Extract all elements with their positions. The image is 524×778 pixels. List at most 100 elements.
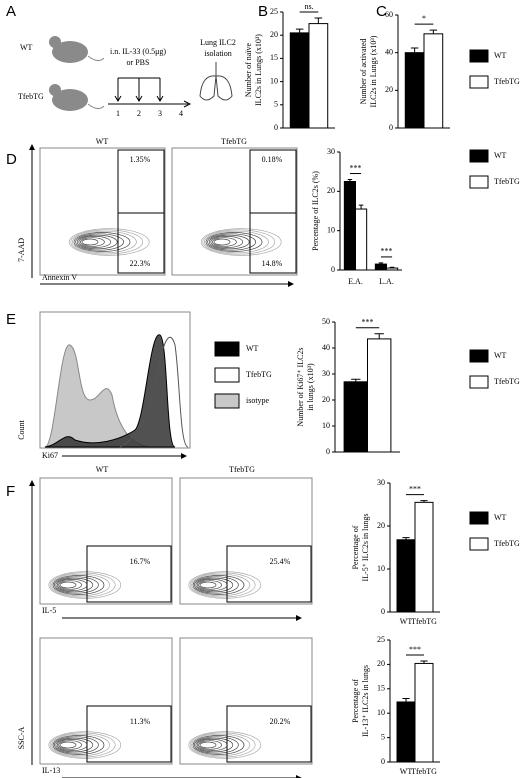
x-tick-label: TfebTG [411, 617, 437, 626]
gate-percentage: 14.8% [262, 259, 283, 268]
y-tick-label: 0 [381, 757, 385, 766]
contour [70, 229, 144, 255]
contour [80, 237, 105, 247]
significance-label: *** [362, 318, 374, 327]
legend-swatch [469, 49, 489, 63]
contour [58, 740, 82, 750]
contour [81, 238, 99, 246]
y-tick-label: 20 [377, 659, 385, 668]
legend-swatch [214, 393, 240, 409]
contour [51, 733, 110, 757]
y-axis-label: Number of Ki67⁺ ILC2s [296, 347, 305, 426]
significance-label: * [422, 14, 426, 23]
group-label: TfebTG [18, 92, 44, 101]
contour [78, 236, 112, 248]
legend-swatch [469, 511, 489, 525]
contour [207, 233, 256, 251]
contour [188, 731, 262, 759]
significance-label: *** [409, 484, 421, 493]
plot-frame [39, 147, 166, 276]
y-tick-label: 20 [377, 521, 385, 530]
panel-label: F [6, 483, 15, 500]
contour [205, 232, 263, 252]
bar [396, 539, 416, 613]
contour [58, 580, 82, 590]
gate [86, 545, 172, 603]
bar [308, 23, 329, 129]
y-axis-label: ILC2s in Lungs (x10³) [369, 35, 378, 107]
legend-label: WT [494, 151, 507, 160]
legend-label: TfebTG [494, 377, 520, 386]
contour [202, 229, 276, 255]
contour [59, 741, 77, 749]
error-bar [358, 204, 364, 210]
contour [72, 230, 137, 254]
x-tick-label: E.A. [348, 277, 363, 286]
y-tick-label: 30 [327, 147, 335, 156]
axis-label: Count [17, 419, 26, 439]
panel-label: D [6, 151, 17, 168]
error-bar [420, 660, 428, 664]
treatment-label: i.n. IL-33 (0.5μg) [110, 47, 166, 56]
legend-label: WT [494, 513, 507, 522]
bar [355, 208, 368, 271]
error-bar [410, 47, 419, 53]
contour [48, 571, 122, 599]
y-tick-label: 0 [326, 447, 330, 456]
legend-swatch [469, 375, 489, 389]
y-tick-label: 10 [270, 76, 278, 85]
bar [343, 181, 356, 271]
legend-label: WT [494, 351, 507, 360]
contour [213, 238, 231, 246]
group-label: WT [20, 43, 33, 52]
y-axis-label: Percentage of [351, 525, 360, 569]
y-tick-label: 5 [381, 732, 385, 741]
gate-percentage: 16.7% [130, 557, 151, 566]
contour [68, 228, 150, 256]
y-tick-label: 20 [270, 30, 278, 39]
bar [386, 267, 399, 271]
gate-percentage: 1.35% [130, 155, 151, 164]
contour [49, 732, 116, 758]
histogram-isotype [44, 344, 151, 448]
plot-title: WT [96, 137, 109, 146]
readout-label: Lung ILC2 [200, 38, 236, 47]
arrowhead [296, 775, 302, 778]
gate [249, 149, 297, 274]
contour [195, 577, 234, 593]
error-bar [402, 698, 410, 702]
y-axis-label: Percentage of ILC2s (%) [311, 171, 320, 251]
gate-percentage: 11.3% [130, 717, 151, 726]
legend-label: TfebTG [494, 177, 520, 186]
contour [54, 576, 99, 594]
error-bar [429, 29, 438, 34]
bar [404, 52, 425, 129]
y-tick-label: 5 [274, 100, 278, 109]
y-tick-label: 30 [322, 369, 330, 378]
contour [48, 731, 122, 759]
legend-swatch [469, 349, 489, 363]
y-tick-label: 20 [327, 186, 335, 195]
contour [55, 737, 94, 753]
x-tick-label: WT [400, 617, 413, 626]
panel-label: E [6, 311, 16, 328]
gate [86, 705, 172, 763]
bar [367, 338, 392, 453]
day-label: 1 [116, 109, 120, 118]
error-bar [389, 266, 395, 269]
y-tick-label: 10 [327, 225, 335, 234]
day-label: 2 [137, 109, 141, 118]
contour [51, 573, 110, 597]
y-axis-label: Percentage of [351, 679, 360, 723]
y-tick-label: 15 [377, 684, 385, 693]
error-bar [402, 537, 410, 540]
plot-title: TfebTG [229, 465, 255, 474]
axis-label: 7-AAD [17, 238, 26, 262]
legend-swatch [469, 149, 489, 163]
contour [52, 575, 105, 595]
legend-label: isotype [246, 396, 270, 405]
y-tick-label: 50 [322, 317, 330, 326]
gate-percentage: 0.18% [262, 155, 283, 164]
significance-label: *** [350, 163, 362, 172]
y-tick-label: 0 [274, 123, 278, 132]
